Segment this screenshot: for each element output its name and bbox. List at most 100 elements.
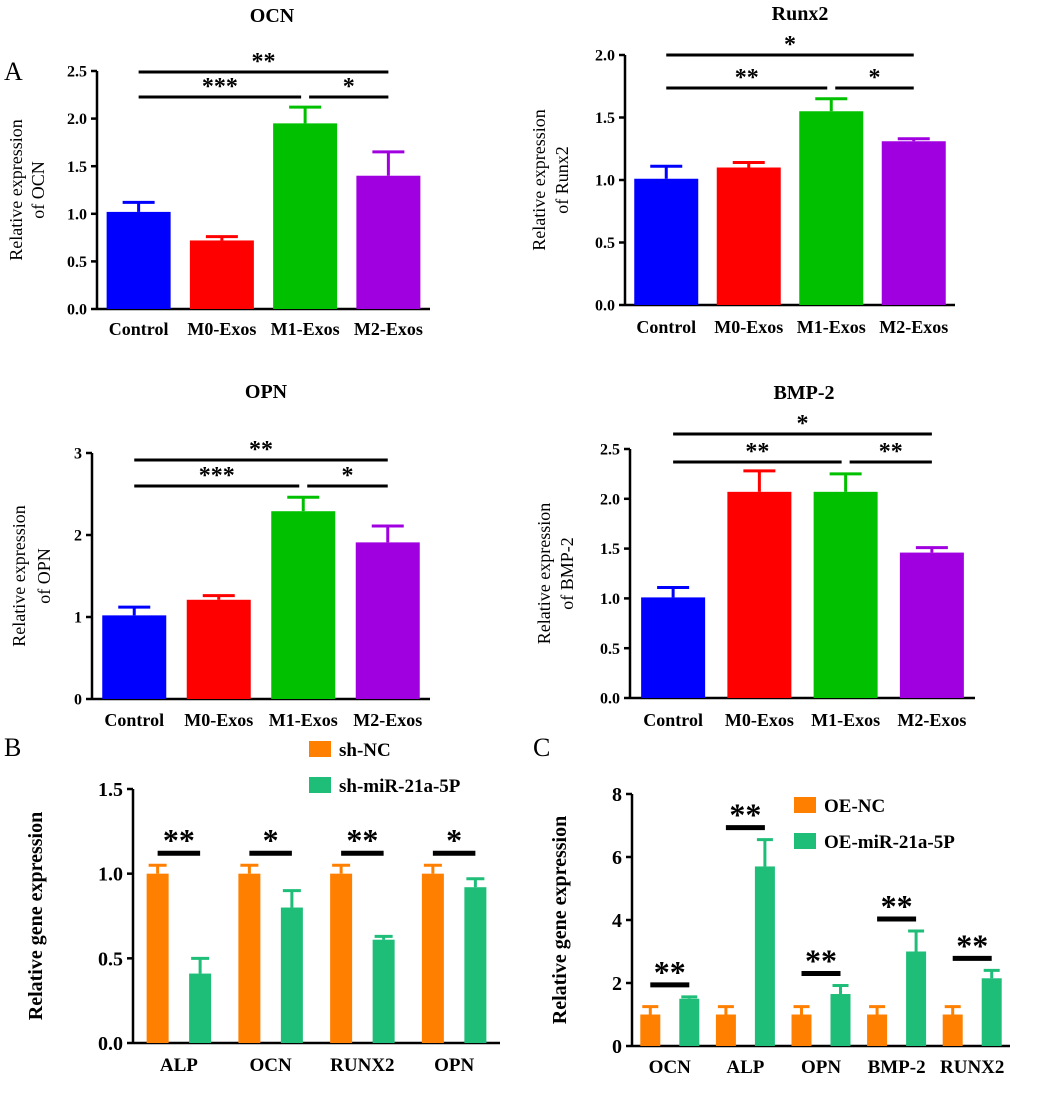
significance-label: * <box>343 74 355 100</box>
bar <box>679 998 700 1046</box>
significance-label: ** <box>163 822 195 858</box>
x-tick-label: OCN <box>649 1057 692 1078</box>
x-tick-label: OPN <box>801 1057 841 1078</box>
bar <box>641 597 706 698</box>
x-tick-label: RUNX2 <box>940 1057 1004 1078</box>
y-axis-label: of BMP-2 <box>557 537 577 610</box>
y-tick-label: 1.0 <box>595 173 615 190</box>
error-group <box>829 472 862 492</box>
chart-ocn: OCN Relative expression of OCN 0.0 0.5 1.0 1.5… <box>6 5 430 339</box>
significance-label: * <box>342 463 354 489</box>
x-tick-label: RUNX2 <box>330 1055 394 1076</box>
chart-title: OCN <box>250 5 295 27</box>
bar <box>372 939 395 1043</box>
x-tick-label: M0-Exos <box>725 710 794 730</box>
y-axis-label: of OCN <box>28 161 48 219</box>
error-group <box>118 605 151 616</box>
significance-label: ** <box>729 797 761 833</box>
significance-label: ** <box>735 65 759 91</box>
bar <box>881 141 946 305</box>
y-tick-label: 0 <box>612 1036 622 1058</box>
significance-label: * <box>263 822 279 858</box>
bar <box>280 907 303 1043</box>
significance-label: ** <box>805 943 837 979</box>
legend-swatch <box>794 797 816 813</box>
bar <box>791 1014 812 1046</box>
y-tick-label: 2 <box>74 528 82 545</box>
error-group <box>897 137 930 142</box>
legend-swatch <box>794 833 816 849</box>
chart-panel-c: Relative gene expression 0 2 4 6 8 OCN ALP OPN BM… <box>549 784 1010 1078</box>
legend-label: OE-miR-21a-5P <box>824 832 955 853</box>
bar <box>355 542 420 699</box>
x-tick-label: M1-Exos <box>797 317 866 337</box>
significance-label: ** <box>879 439 903 465</box>
error-group <box>287 495 320 512</box>
x-tick-label: M1-Exos <box>271 319 340 339</box>
significance-label: ** <box>252 49 276 75</box>
bar <box>867 1014 888 1046</box>
significance-label: ** <box>745 439 769 465</box>
error-group <box>289 105 322 124</box>
x-tick-label: M0-Exos <box>184 710 253 730</box>
bar <box>273 123 338 309</box>
bar <box>421 873 444 1043</box>
error-group <box>743 469 776 492</box>
x-tick-label: M0-Exos <box>714 317 783 337</box>
panel-label-b: B <box>4 733 22 762</box>
x-tick-label: M1-Exos <box>269 710 338 730</box>
bar <box>942 1014 963 1046</box>
y-tick-label: 1.0 <box>600 591 620 608</box>
y-tick-label: 0.5 <box>98 948 123 970</box>
bar <box>106 211 171 309</box>
y-tick-label: 2.0 <box>595 48 615 65</box>
bar <box>634 178 699 305</box>
x-tick-label: BMP-2 <box>868 1057 926 1078</box>
error-group <box>915 546 948 553</box>
bar <box>356 175 421 309</box>
bar <box>186 599 251 699</box>
chart-title: OPN <box>245 381 288 403</box>
bar <box>906 951 927 1046</box>
x-tick-label: ALP <box>160 1055 198 1076</box>
y-axis-label: of OPN <box>34 548 54 604</box>
y-tick-label: 1.0 <box>98 864 123 886</box>
bar <box>981 978 1002 1046</box>
y-axis-label: Relative expression <box>6 119 26 260</box>
significance-label: ** <box>654 954 686 990</box>
y-tick-label: 2.5 <box>600 442 620 459</box>
bar <box>330 873 353 1043</box>
panel-label-c: C <box>533 733 551 762</box>
x-tick-label: M2-Exos <box>354 319 423 339</box>
significance-label: *** <box>202 74 238 100</box>
bar <box>640 1014 661 1046</box>
x-tick-label: Control <box>643 710 703 730</box>
bar <box>238 873 261 1043</box>
y-tick-label: 0.5 <box>595 235 615 252</box>
error-group <box>815 97 848 112</box>
chart-title: BMP-2 <box>773 382 834 404</box>
chart-runx2: Runx2 Relative expression of Runx2 0.0 0.5 1.… <box>529 3 955 337</box>
significance-label: ** <box>956 927 988 963</box>
y-tick-label: 1.5 <box>600 541 620 558</box>
x-tick-label: Control <box>104 710 164 730</box>
panel-label-a: A <box>4 57 23 86</box>
y-tick-label: 2 <box>612 973 622 995</box>
bar <box>189 973 212 1043</box>
x-tick-label: M2-Exos <box>353 710 422 730</box>
bar <box>715 1014 736 1046</box>
chart-panel-b: Relative gene expression 0.0 0.5 1.0 1.5 ALP O… <box>25 740 500 1076</box>
significance-label: * <box>797 411 809 437</box>
y-axis-label: Relative expression <box>9 505 29 646</box>
y-axis-label: of Runx2 <box>552 146 572 214</box>
bar <box>271 511 336 699</box>
bar <box>830 994 851 1046</box>
x-tick-label: M2-Exos <box>897 710 966 730</box>
error-group <box>650 164 683 179</box>
x-tick-label: M1-Exos <box>811 710 880 730</box>
y-tick-label: 0 <box>74 692 82 709</box>
y-axis-label: Relative expression <box>534 503 554 644</box>
significance-label: * <box>446 822 462 858</box>
y-tick-label: 2.5 <box>67 64 87 81</box>
legend-label: sh-NC <box>339 740 391 761</box>
